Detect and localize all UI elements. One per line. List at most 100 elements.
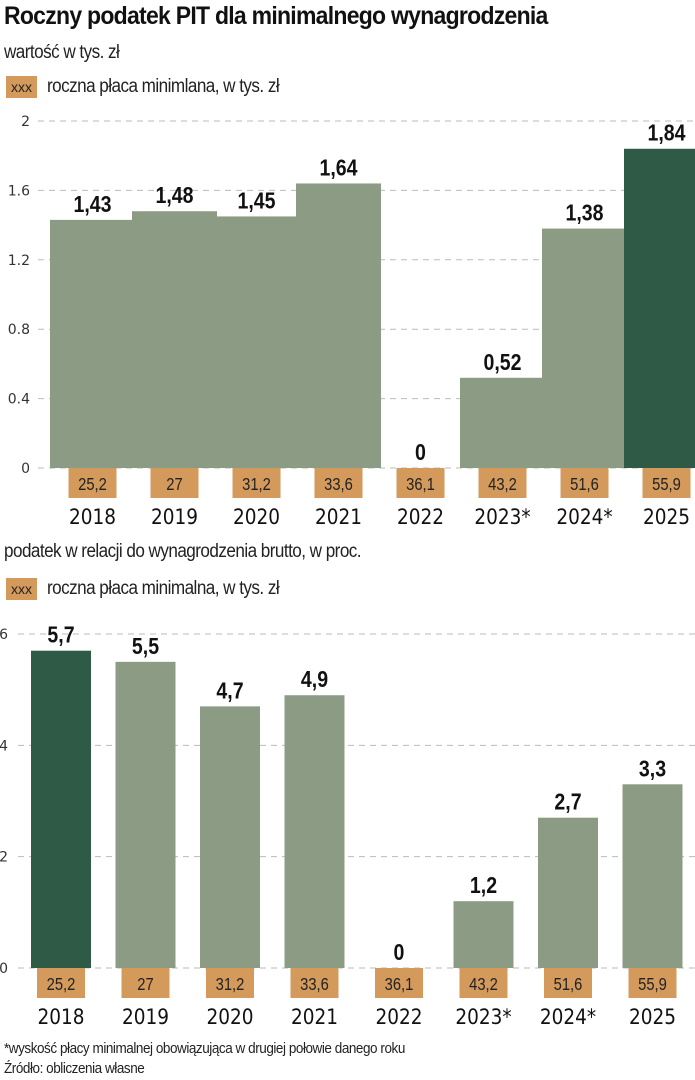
x-tick-label: 2022	[375, 1005, 422, 1029]
bar	[284, 695, 345, 968]
bar	[538, 817, 598, 968]
wage-box	[121, 968, 170, 998]
x-tick-label: 2025	[629, 1005, 676, 1029]
wage-box	[206, 968, 254, 998]
x-tick-label: 2025	[643, 505, 690, 529]
chart-title: Roczny podatek PIT dla minimalnego wynag…	[4, 2, 548, 30]
value-label: 5,7	[47, 622, 74, 648]
x-tick-label: 2024*	[540, 1005, 596, 1029]
chart2-legend: xxx roczna płaca minimalna, w tys. zł	[6, 578, 305, 600]
x-tick-label: 2018	[69, 505, 116, 529]
wage-box	[628, 968, 677, 998]
x-tick-label: 2019	[151, 505, 198, 529]
value-label: 5,5	[132, 633, 159, 659]
wage-box	[232, 468, 281, 498]
x-tick-label: 2021	[291, 1005, 338, 1029]
wage-label: 51,6	[570, 475, 599, 495]
footnote: *wyskość płacy minimalnej obowiązująca w…	[4, 1040, 405, 1057]
wage-label: 31,2	[242, 475, 271, 495]
bar	[115, 661, 176, 968]
chart1-tax-value: 0 0.4 0.8 1.2 1.6 2 1,43 25,2 2018 1,48 27 2019 1,45…	[8, 114, 695, 529]
wage-label: 27	[137, 975, 153, 995]
y-tick-label: 6	[0, 627, 8, 643]
x-tick-label: 2021	[315, 505, 362, 529]
value-label: 4,9	[301, 667, 328, 693]
y-tick-label: 0.4	[8, 392, 30, 408]
value-label: 1,45	[237, 188, 275, 214]
wage-box	[68, 468, 117, 498]
x-tick-label: 2019	[122, 1005, 169, 1029]
value-label: 1,48	[155, 183, 193, 209]
wage-label: 27	[166, 475, 182, 495]
wage-label: 33,6	[324, 475, 353, 495]
wage-label: 55,9	[652, 475, 681, 495]
bar	[296, 183, 381, 468]
bar	[132, 211, 217, 468]
wage-box	[150, 468, 199, 498]
wage-box	[37, 968, 85, 998]
legend-swatch: xxx	[6, 578, 37, 600]
bar	[200, 706, 260, 968]
wage-box	[375, 968, 423, 998]
bar	[460, 377, 545, 468]
chart2-subtitle: podatek w relacji do wynagrodzenia brutt…	[4, 541, 362, 562]
x-tick-label: 2020	[206, 1005, 253, 1029]
wage-label: 31,2	[216, 975, 245, 995]
y-tick-label: 0	[0, 961, 8, 977]
wage-box	[396, 468, 445, 498]
source-note: Źródło: obliczenia własne	[4, 1060, 145, 1077]
bar	[624, 148, 695, 468]
bar	[622, 784, 683, 968]
chart2-tax-percent: 0 2 4 6 5,7 25,2 2018 5,5 27 2019 4,7 31,2 2020 4,9 33…	[0, 622, 695, 1029]
value-label: 0	[415, 440, 426, 466]
wage-label: 43,2	[469, 975, 498, 995]
wage-box	[544, 968, 592, 998]
x-tick-label: 2024*	[556, 505, 612, 529]
y-tick-label: 0	[21, 461, 30, 477]
y-tick-label: 0.8	[8, 322, 30, 338]
y-tick-label: 2	[0, 850, 8, 866]
y-tick-label: 1.6	[8, 183, 30, 199]
x-tick-label: 2023*	[455, 1005, 511, 1029]
wage-box	[314, 468, 363, 498]
wage-label: 43,2	[488, 475, 517, 495]
bar	[50, 219, 135, 468]
y-tick-label: 2	[21, 114, 30, 130]
chart1-subtitle: wartość w tys. zł	[4, 42, 120, 63]
bar	[453, 901, 514, 968]
wage-box	[560, 468, 609, 498]
x-tick-label: 2018	[37, 1005, 84, 1029]
wage-box	[642, 468, 691, 498]
wage-box	[459, 968, 508, 998]
wage-box	[290, 968, 339, 998]
bar	[542, 228, 627, 468]
value-label: 1,64	[319, 155, 357, 181]
bar	[31, 650, 91, 968]
wage-label: 25,2	[78, 475, 107, 495]
x-tick-label: 2020	[233, 505, 280, 529]
x-tick-label: 2022	[397, 505, 444, 529]
y-tick-label: 4	[0, 738, 8, 754]
wage-label: 36,1	[385, 975, 414, 995]
wage-label: 55,9	[638, 975, 667, 995]
wage-label: 33,6	[300, 975, 329, 995]
x-tick-label: 2023*	[474, 505, 530, 529]
value-label: 1,2	[470, 873, 497, 899]
value-label: 3,3	[639, 756, 666, 782]
bar	[214, 216, 299, 468]
value-label: 1,43	[73, 191, 111, 217]
wage-label: 51,6	[554, 975, 583, 995]
wage-label: 25,2	[47, 975, 76, 995]
value-label: 2,7	[554, 789, 581, 815]
value-label: 4,7	[216, 678, 243, 704]
y-tick-label: 1.2	[8, 253, 30, 269]
wage-box	[478, 468, 527, 498]
legend-label: roczna płaca minimlana, w tys. zł	[47, 76, 280, 97]
value-label: 1,84	[647, 120, 685, 146]
legend-swatch: xxx	[6, 76, 37, 98]
value-label: 1,38	[565, 200, 603, 226]
wage-label: 36,1	[406, 475, 435, 495]
value-label: 0,52	[483, 349, 521, 375]
chart1-legend: xxx roczna płaca minimlana, w tys. zł	[6, 76, 305, 98]
value-label: 0	[394, 940, 405, 966]
